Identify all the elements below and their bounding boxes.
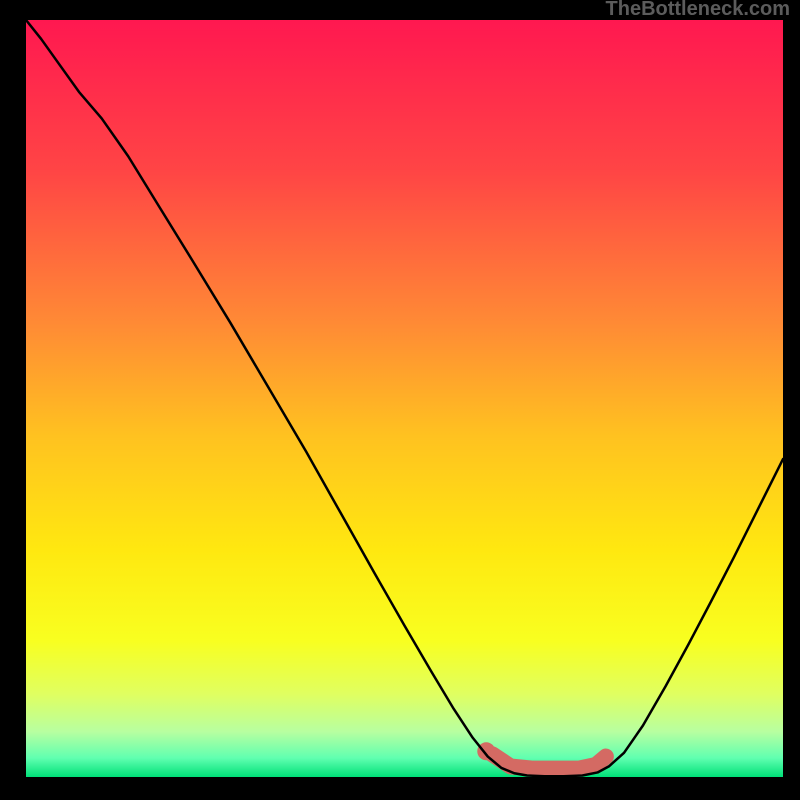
chart-frame: TheBottleneck.com (0, 0, 800, 800)
plot-area (26, 20, 783, 777)
watermark-text: TheBottleneck.com (606, 0, 790, 21)
highlight-segment (492, 754, 606, 768)
bottleneck-curve (26, 20, 783, 776)
curve-layer (26, 20, 783, 777)
